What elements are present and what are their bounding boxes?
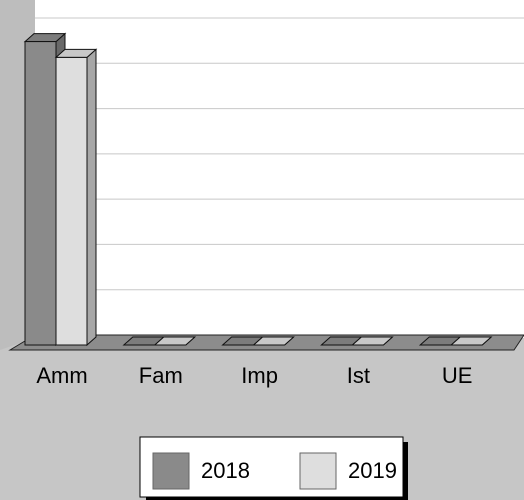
bar-top [153,336,197,346]
x-tick-label: UE [442,363,473,388]
legend-swatch [152,452,190,490]
bar [252,336,295,346]
bar-front [55,56,88,346]
plot-wall [35,0,524,338]
bar-top [351,336,394,346]
bar [449,336,493,346]
x-tick-label: Fam [139,363,183,388]
x-tick-label: Imp [241,363,278,388]
legend: 2018 2019 [139,436,408,500]
x-tick-label: Ist [347,363,370,388]
bar [54,48,98,347]
legend-swatch [299,452,337,490]
x-tick-label: Amm [36,363,87,388]
bar [351,336,394,346]
bar-top [252,336,295,346]
bar-front [24,41,57,346]
bar-side [86,48,97,347]
plot [8,17,524,351]
bar [153,336,197,346]
bar-top [449,336,493,346]
legend-label: 2019 [348,458,397,483]
legend-label: 2018 [201,458,250,483]
